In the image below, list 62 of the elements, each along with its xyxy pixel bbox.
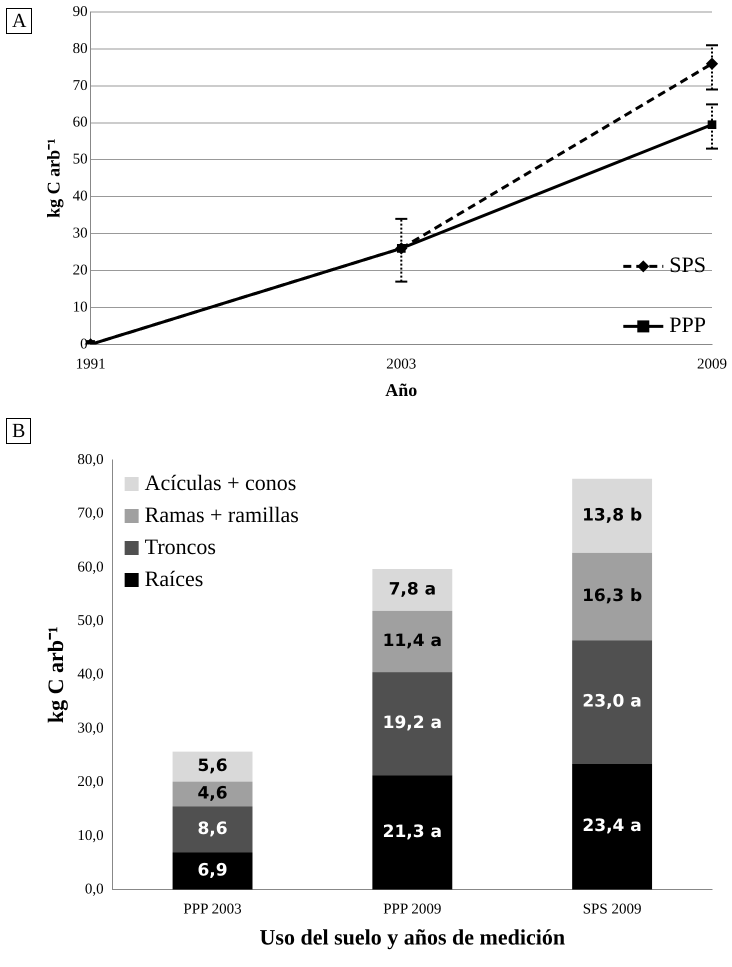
bar [372, 569, 452, 611]
y-tick-label: 10,0 [77, 828, 104, 844]
data-label: 4,6 [197, 783, 228, 804]
data-label: 21,3 a [382, 822, 442, 842]
x-tick-label: PPP 2009 [383, 902, 442, 918]
point [708, 120, 716, 129]
y-tick-label: 20,0 [77, 774, 104, 790]
x-tick-label: 2003 [386, 356, 416, 372]
bar [572, 640, 652, 764]
y-tick-label: 70,0 [77, 506, 104, 522]
y-tick-label: 60 [72, 114, 88, 131]
x-tick-label: 2009 [697, 356, 727, 372]
legend-label: Acículas + conos [144, 470, 296, 495]
legend-label: Ramas + ramillas [144, 502, 299, 527]
bar [572, 478, 652, 553]
y-tick-label: 70 [72, 78, 88, 94]
data-label: 7,8 a [388, 579, 436, 600]
legend-label: PPP [669, 312, 706, 338]
y-tick-label: 80,0 [77, 452, 104, 468]
bar [172, 782, 252, 806]
y-tick-label: 30 [72, 226, 88, 242]
data-label: 5,6 [197, 756, 228, 776]
chart-title: B [6, 418, 32, 444]
data-label: 19,2 a [382, 713, 442, 734]
y-tick-label: 90 [72, 4, 88, 20]
y-tick-label: 40 [72, 188, 88, 205]
y-axis-title: kg C arb⁻¹ [42, 626, 68, 724]
legend-label: Raíces [144, 566, 204, 591]
data-label: 16,3 b [582, 586, 642, 606]
y-tick-label: 40,0 [77, 666, 104, 683]
data-label: 23,4 a [582, 816, 642, 836]
y-tick-label: 20 [72, 262, 88, 278]
data-label: 8,6 [197, 818, 228, 839]
bar [172, 806, 252, 853]
x-tick-label: PPP 2003 [183, 902, 242, 918]
bar [172, 752, 252, 782]
bar [372, 775, 452, 890]
bar [372, 672, 452, 776]
y-tick-label: 10 [72, 299, 88, 316]
x-axis-title: Año [385, 380, 418, 400]
bar [172, 852, 252, 890]
data-label: 13,8 b [582, 505, 642, 526]
legend-label: Troncos [144, 534, 216, 559]
y-tick-label: 30,0 [77, 720, 104, 736]
y-tick-label: 80 [72, 40, 88, 57]
x-axis-title: Uso del suelo y años de medición [260, 924, 566, 950]
bar [572, 764, 652, 890]
y-tick-label: 50 [72, 152, 88, 168]
chart-title: A [6, 8, 32, 34]
bar [572, 552, 652, 640]
legend-label: SPS [669, 252, 706, 278]
point [706, 58, 718, 70]
data-label: 23,0 a [582, 692, 642, 712]
data-label: 11,4 a [382, 630, 442, 651]
bar [372, 610, 452, 672]
y-tick-label: 50,0 [77, 613, 104, 630]
y-tick-label: 0,0 [84, 882, 104, 898]
y-axis-title: kg C arb⁻¹ [43, 138, 64, 218]
y-tick-label: 60,0 [77, 559, 104, 576]
data-label: 6,9 [197, 860, 228, 880]
x-tick-label: 1991 [76, 356, 106, 372]
x-tick-label: SPS 2009 [582, 902, 642, 918]
